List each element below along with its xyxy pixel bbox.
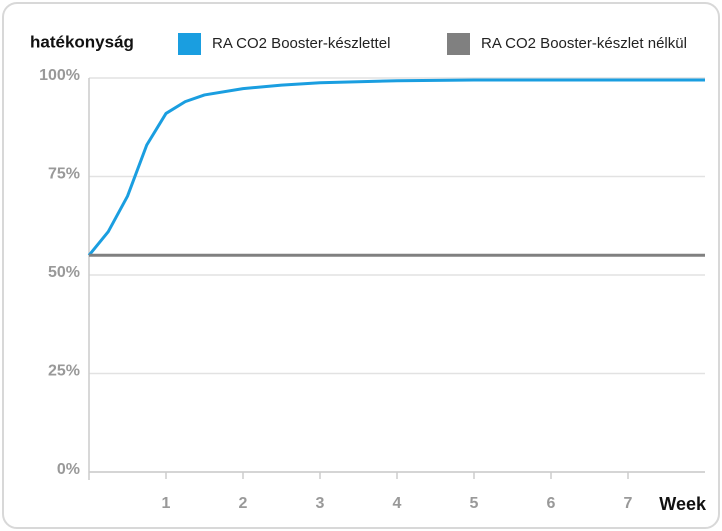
legend-swatch [178,33,201,55]
y-tick-label: 0% [57,461,80,478]
legend-label: RA CO2 Booster-készlettel [212,35,390,52]
x-tick-label: 5 [470,495,479,512]
x-tick-label: 1 [162,495,171,512]
y-axis-label: hatékonyság [30,32,134,51]
x-tick-label: 2 [239,495,248,512]
x-tick-label: 4 [393,495,402,512]
line-series [87,78,705,257]
y-tick-label: 50% [48,264,80,281]
x-tick-label: 7 [624,495,633,512]
x-tick-label: 3 [316,495,325,512]
y-tick-label: 25% [48,363,80,380]
y-tick-label: 100% [39,67,80,84]
legend-swatch [447,33,470,55]
x-tick-label: 6 [547,495,556,512]
y-tick-label: 75% [48,166,80,183]
x-axis-label: Week [659,494,707,514]
legend-label: RA CO2 Booster-készlet nélkül [481,35,687,52]
